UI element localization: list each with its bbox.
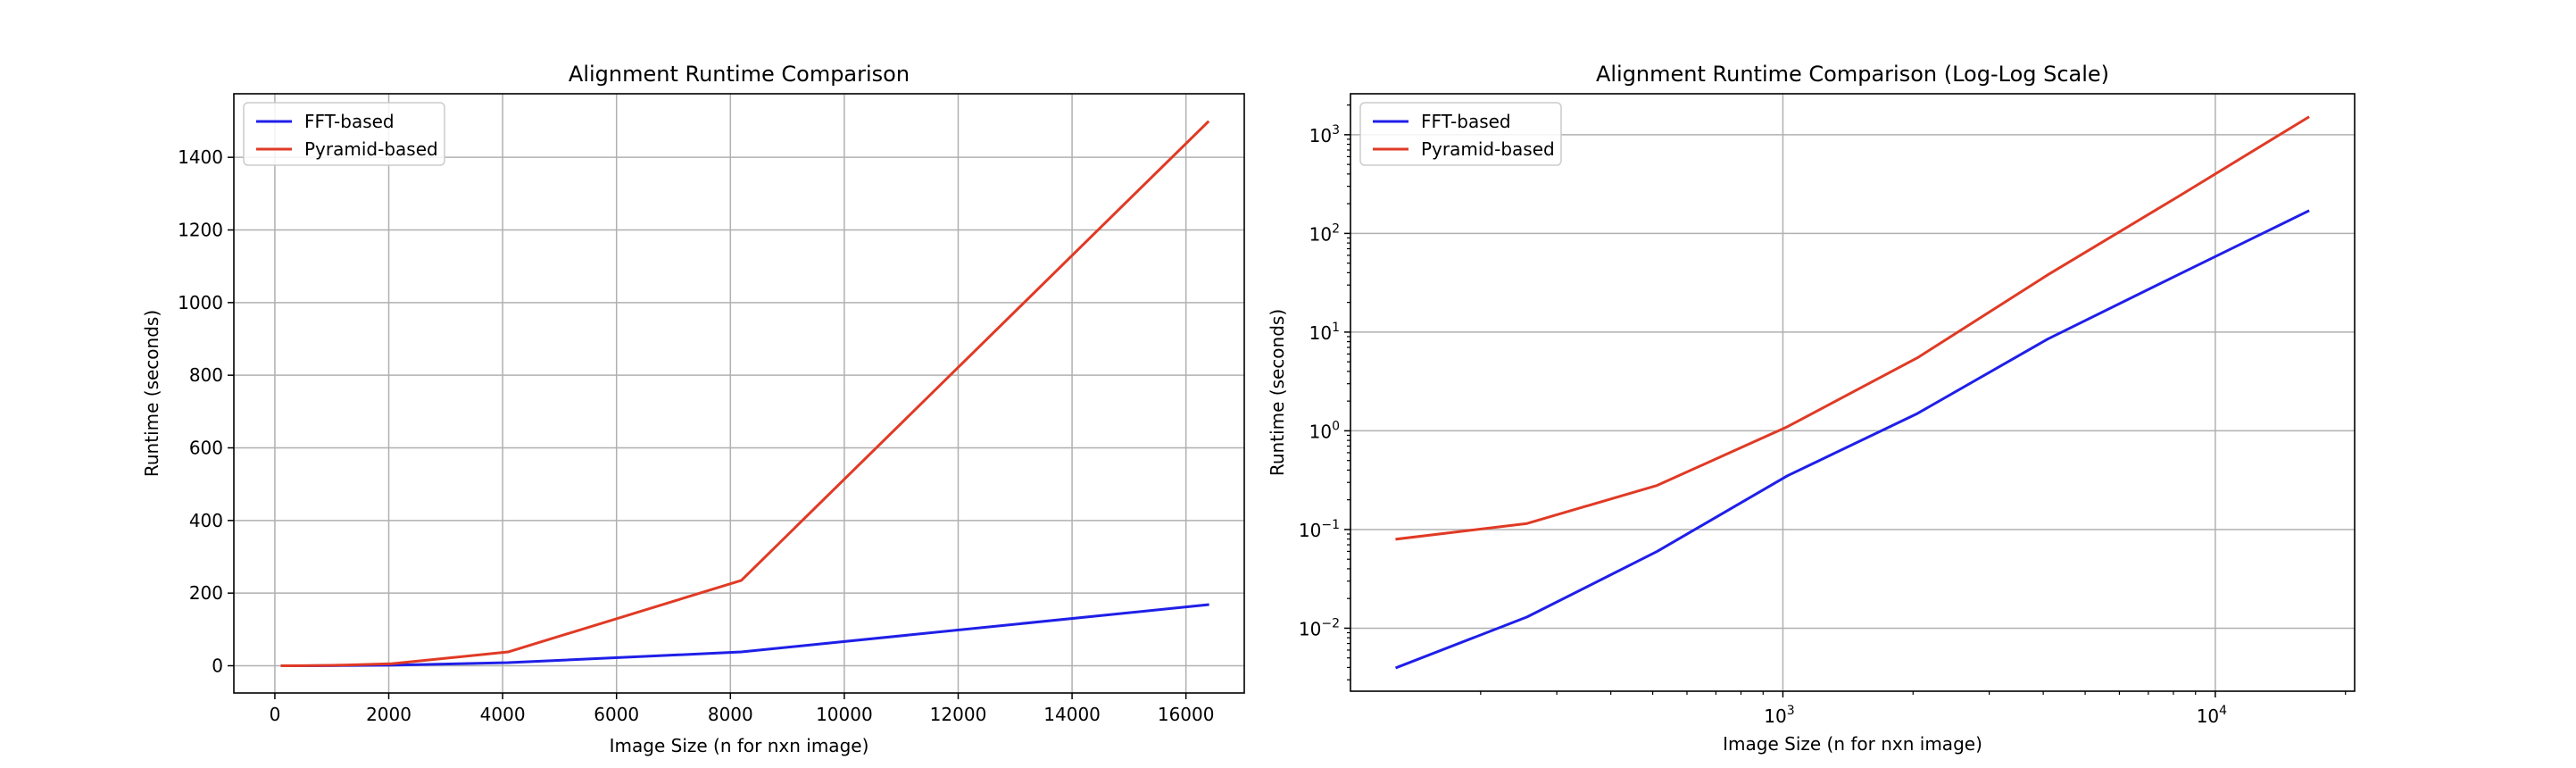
y-tick-label-exponent: 3 [1332,123,1340,138]
y-axis-label: Runtime (seconds) [1267,309,1288,476]
legend-label: Pyramid-based [1421,138,1555,160]
x-tick-label: 2000 [366,704,411,725]
y-tick-label: 1400 [178,146,223,168]
x-axis-label: Image Size (n for nxn image) [1723,733,1982,755]
x-tick-label: 0 [270,704,281,725]
y-tick-label: 10−2 [1299,616,1340,639]
legend-box [243,102,445,166]
legend: FFT-based Pyramid-based [1359,102,1562,166]
y-tick-label-base: 10 [1299,520,1321,541]
grid [1350,94,2355,691]
x-tick-label: 16000 [1158,704,1215,725]
series-line-2 [1395,115,2310,541]
y-tick-label-base: 10 [1299,618,1321,639]
x-tick-label: 14000 [1043,704,1101,725]
series-line-2 [280,120,1210,667]
x-tick-label-base: 10 [2197,705,2219,727]
x-tick-label: 8000 [708,704,753,725]
y-tick-label: 1200 [178,220,223,241]
y-tick-label: 10−1 [1299,518,1340,541]
y-tick-label-exponent: 2 [1332,221,1340,236]
y-tick-label: 100 [1309,419,1340,442]
y-tick-label: 103 [1309,123,1340,146]
legend-label: FFT-based [304,111,395,132]
x-tick-label: 12000 [930,704,987,725]
grid [234,94,1244,693]
y-tick-label: 1000 [178,292,223,313]
legend-label: FFT-based [1421,111,1511,132]
chart-title: Alignment Runtime Comparison [569,62,910,87]
chart-1: 0 2000 4000 6000 8000 10000 12000 14000 16000 0 20… [141,62,1245,756]
y-tick-label: 0 [212,655,223,677]
legend-box [1359,102,1562,166]
x-axis-label: Image Size (n for nxn image) [610,735,869,756]
legend-label: Pyramid-based [304,138,438,160]
y-tick-label: 800 [189,364,223,386]
y-axis-label: Runtime (seconds) [141,310,162,477]
x-tick-label: 4000 [480,704,526,725]
series-line-1 [1394,209,2310,670]
y-tick-label: 400 [189,510,223,531]
y-tick-label-exponent: 1 [1332,321,1340,335]
x-tick-label: 104 [2197,704,2227,727]
legend: FFT-based Pyramid-based [243,102,445,166]
y-tick-label-base: 10 [1309,421,1332,442]
x-tick-label: 6000 [594,704,639,725]
axes-frame [233,93,1245,694]
y-tick-label: 600 [189,438,223,459]
axes-frame [1350,93,2356,692]
y-tick-label-base: 10 [1309,125,1332,146]
y-tick-label-exponent: 0 [1332,419,1340,433]
y-tick-label: 102 [1309,221,1340,245]
x-tick-label: 10000 [816,704,873,725]
y-tick-label-base: 10 [1309,223,1332,245]
y-tick-label: 101 [1309,321,1340,344]
y-tick-label-exponent: −2 [1321,616,1340,630]
x-tick-label-exponent: 4 [2219,704,2227,718]
series-line-1 [280,603,1209,668]
y-tick-label-base: 10 [1309,322,1332,344]
y-tick-label-exponent: −1 [1321,518,1340,532]
chart-title: Alignment Runtime Comparison (Log-Log Sc… [1596,62,2109,87]
x-tick-label-exponent: 3 [1787,704,1795,718]
x-tick-label-base: 10 [1764,705,1786,727]
x-tick-label: 103 [1764,704,1794,727]
y-tick-label: 200 [189,582,223,604]
